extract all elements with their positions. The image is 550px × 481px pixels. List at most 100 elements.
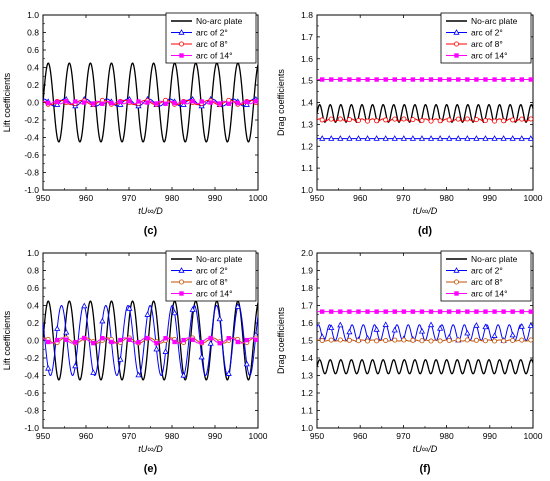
- series-marker: [392, 116, 398, 122]
- legend-marker: [178, 267, 185, 273]
- legend-label: arc of 14°: [196, 289, 232, 299]
- series-marker: [464, 116, 470, 122]
- series-marker: [482, 338, 488, 344]
- series-marker: [464, 329, 471, 336]
- x-tick-label: 970: [122, 193, 136, 203]
- legend-label: arc of 14°: [471, 289, 507, 299]
- x-tick-label: 980: [440, 431, 454, 441]
- series-marker: [208, 100, 213, 105]
- series-marker: [510, 117, 516, 123]
- series-marker: [328, 116, 334, 122]
- legend-marker: [454, 53, 459, 58]
- panel-caption: (d): [418, 225, 432, 237]
- series-marker: [455, 337, 461, 343]
- y-tick-label: 1.2: [301, 141, 313, 151]
- series-marker: [437, 325, 444, 331]
- legend-label: No-arc plate: [196, 254, 243, 264]
- series-marker: [473, 135, 480, 141]
- series-marker: [473, 322, 480, 328]
- series-marker: [437, 338, 443, 344]
- series-marker: [64, 337, 69, 342]
- series-marker: [419, 118, 425, 124]
- series-marker: [328, 135, 335, 141]
- series-marker: [82, 100, 87, 105]
- panel-caption: (e): [144, 463, 158, 475]
- y-tick-label: 1.6: [301, 54, 313, 64]
- y-tick-label: 0.8: [27, 266, 39, 276]
- panel-caption: (c): [144, 225, 158, 237]
- series-marker: [437, 118, 443, 124]
- series-marker: [428, 118, 434, 124]
- series-marker: [510, 337, 516, 343]
- legend-label: arc of 2°: [471, 266, 503, 276]
- series-marker: [73, 340, 78, 345]
- legend-marker: [179, 291, 184, 296]
- series-marker: [136, 99, 141, 104]
- series-marker: [482, 323, 489, 330]
- series-marker: [91, 101, 96, 106]
- legend-label: arc of 2°: [196, 266, 228, 276]
- legend-marker: [179, 53, 184, 58]
- series-marker: [501, 309, 506, 314]
- series-marker: [528, 77, 533, 82]
- y-tick-label: 0.8: [27, 28, 39, 38]
- series-marker: [383, 77, 388, 82]
- series-marker: [492, 309, 497, 314]
- y-tick-label: 1.1: [301, 163, 313, 173]
- series-marker: [474, 77, 479, 82]
- x-tick-label: 1000: [524, 431, 543, 441]
- series-marker: [225, 370, 232, 376]
- series-marker: [172, 339, 177, 345]
- series-marker: [72, 362, 79, 369]
- legend-label: arc of 8°: [196, 277, 228, 287]
- series-marker: [418, 327, 426, 334]
- series-marker: [253, 99, 258, 104]
- series-marker: [528, 309, 533, 314]
- series-marker: [428, 338, 434, 344]
- series-marker: [464, 135, 471, 141]
- series-marker: [482, 118, 488, 124]
- series-marker: [427, 135, 435, 141]
- plot-area: [43, 300, 258, 381]
- legend-marker: [178, 279, 184, 285]
- legend-marker: [454, 291, 459, 296]
- series-line: [43, 100, 258, 105]
- series-marker: [54, 337, 60, 343]
- series-marker: [373, 135, 380, 141]
- series-marker: [410, 77, 416, 82]
- series-marker: [180, 101, 187, 107]
- series-marker: [190, 99, 195, 104]
- series-marker: [400, 135, 407, 141]
- series-marker: [199, 340, 204, 345]
- x-axis-label: tU∞/D: [138, 206, 163, 216]
- y-tick-label: -0.2: [24, 353, 39, 363]
- y-tick-label: 0.2: [27, 80, 39, 90]
- x-tick-label: 1000: [249, 431, 268, 441]
- series-marker: [509, 135, 516, 141]
- series-marker: [217, 101, 222, 106]
- series-marker: [501, 338, 507, 344]
- series-marker: [145, 100, 150, 105]
- series-marker: [419, 338, 425, 344]
- series-marker: [190, 337, 195, 342]
- legend-marker: [178, 41, 184, 47]
- plot-area: [317, 309, 533, 375]
- series-marker: [446, 117, 452, 123]
- y-tick-label: 1.0: [301, 423, 313, 433]
- series-line: [317, 103, 533, 123]
- legend-marker: [453, 29, 460, 35]
- series-marker: [235, 339, 240, 345]
- series-marker: [54, 99, 60, 105]
- y-tick-label: 1.5: [301, 336, 313, 346]
- plot-area: [43, 62, 258, 143]
- series-marker: [527, 135, 533, 141]
- series-marker: [346, 328, 353, 335]
- series-marker: [409, 135, 416, 141]
- y-tick-label: 1.7: [301, 301, 313, 311]
- y-tick-label: 1.2: [301, 388, 313, 398]
- series-marker: [519, 116, 525, 122]
- series-marker: [153, 345, 160, 352]
- series-marker: [346, 135, 353, 141]
- series-marker: [528, 116, 533, 122]
